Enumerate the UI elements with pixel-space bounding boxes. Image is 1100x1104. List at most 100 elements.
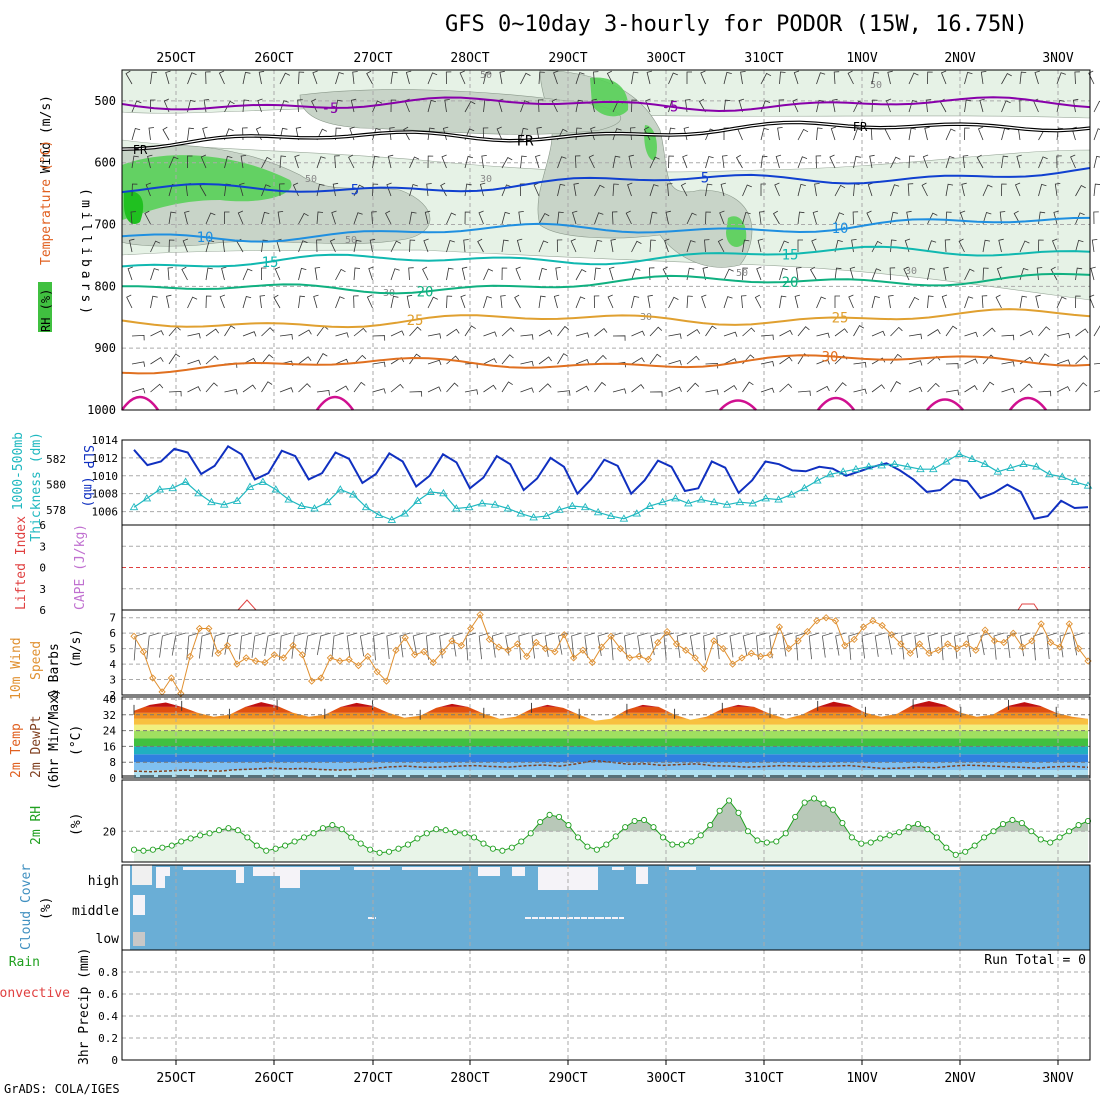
- wind-speed-point: [887, 631, 896, 639]
- rh2m-point: [1028, 828, 1035, 835]
- wind-speed-point: [364, 652, 372, 661]
- wind-barb: [796, 267, 802, 281]
- wind-barb: [779, 383, 793, 393]
- wind-speed-point: [953, 644, 961, 653]
- wind-barb: [885, 98, 892, 113]
- wind-speed-point: [149, 674, 157, 682]
- wind-barb: [575, 358, 590, 365]
- wind-speed-point: [981, 626, 989, 634]
- hot-contour-arc: [817, 396, 855, 411]
- precip-legend-convective: Convective: [0, 986, 70, 1001]
- surface-wind-barb: [650, 632, 661, 656]
- wind-barb: [144, 210, 151, 225]
- surface-wind-barb: [425, 632, 437, 660]
- wind-barb: [588, 154, 595, 169]
- wind-barb: [705, 325, 717, 337]
- wind-barb: [742, 239, 750, 253]
- thickness-tick-label: 582: [46, 453, 66, 466]
- wind-barb: [329, 238, 336, 253]
- wind-speed-point: [756, 652, 765, 661]
- wind-barb: [279, 334, 293, 340]
- temp2m-tick-label: 32: [103, 709, 116, 722]
- temp-contour-label: 20: [782, 275, 799, 291]
- wind-barb: [218, 70, 225, 85]
- wind-barb: [168, 211, 176, 225]
- wind-barb: [372, 388, 386, 394]
- wind-barb: [187, 296, 198, 309]
- wind-barb: [631, 71, 639, 85]
- wind-barb: [649, 326, 663, 337]
- surface-wind-barb: [478, 632, 490, 660]
- wind-barb: [1019, 240, 1030, 253]
- rh2m-point: [319, 825, 326, 832]
- wind-barb: [279, 387, 294, 393]
- wind-barb: [945, 128, 956, 141]
- ylabel-wind: Wind (m/s): [39, 95, 54, 173]
- wind-barb: [131, 334, 145, 341]
- wind-barb: [335, 332, 349, 338]
- wind-barb: [816, 72, 826, 85]
- wind-barb: [1075, 184, 1086, 197]
- top-time-label: 30OCT: [646, 51, 685, 66]
- rh2m-point: [282, 842, 289, 849]
- wind-barb: [927, 267, 935, 281]
- wind-barb: [369, 238, 376, 253]
- surface-wind-barb: [146, 632, 160, 660]
- thickness-point: [477, 499, 487, 507]
- surface-wind-barb: [623, 632, 635, 659]
- wind-speed-point: [195, 624, 204, 633]
- wind-barb: [1001, 72, 1012, 85]
- thickness-point: [297, 501, 306, 509]
- temp-contour-15: [121, 245, 1091, 268]
- wind-barb: [797, 183, 806, 197]
- wind-barb: [700, 70, 706, 85]
- wind-speed-point: [1074, 644, 1083, 653]
- surface-wind-barb: [821, 632, 833, 658]
- wind-barb: [760, 361, 775, 367]
- wind-tick-label: 5: [109, 643, 116, 656]
- wind-barb: [224, 155, 233, 169]
- wind-barb: [871, 71, 880, 85]
- rh2m-point: [726, 797, 733, 804]
- wind-barb: [649, 239, 656, 253]
- surface-wind-barb: [980, 632, 991, 656]
- wind-barb: [793, 70, 800, 85]
- top-time-label: 29OCT: [548, 51, 587, 66]
- wind-barb: [483, 295, 492, 309]
- wind-barb: [1075, 295, 1081, 309]
- wind-barb: [520, 155, 527, 169]
- wind-barb: [423, 238, 429, 253]
- wind-barb: [187, 72, 197, 85]
- ylabel-cloud-unit: (%): [39, 897, 54, 920]
- wind-barb: [701, 294, 707, 309]
- surface-wind-barb: [224, 632, 239, 655]
- wind-barb: [944, 239, 951, 253]
- cloud-clear-mid: [133, 895, 145, 915]
- temp-band: [134, 718, 1088, 725]
- wind-barb: [575, 268, 587, 281]
- lifted-index-blip: [1017, 603, 1039, 611]
- wind-barb: [848, 294, 854, 309]
- wind-speed-point: [495, 643, 503, 651]
- rh2m-point: [678, 841, 685, 848]
- wind-barb: [722, 155, 728, 169]
- wind-barb: [607, 294, 614, 309]
- wind-barb: [649, 211, 658, 225]
- rh2m-point: [140, 847, 147, 854]
- wind-barb: [298, 295, 305, 309]
- thickness-point: [580, 502, 590, 511]
- wind-barb: [187, 333, 201, 339]
- wind-barb: [312, 70, 318, 85]
- wind-barb: [594, 328, 608, 337]
- rh2m-point: [310, 830, 317, 837]
- wind-barb: [205, 355, 219, 365]
- wind-barb: [520, 334, 534, 340]
- rh2m-point: [659, 834, 667, 841]
- cloud-clear-high: [280, 867, 300, 888]
- wind-barb: [477, 238, 484, 253]
- wind-barb: [797, 390, 811, 396]
- wind-tick-label: 6: [109, 627, 116, 640]
- surface-wind-barb: [505, 632, 516, 656]
